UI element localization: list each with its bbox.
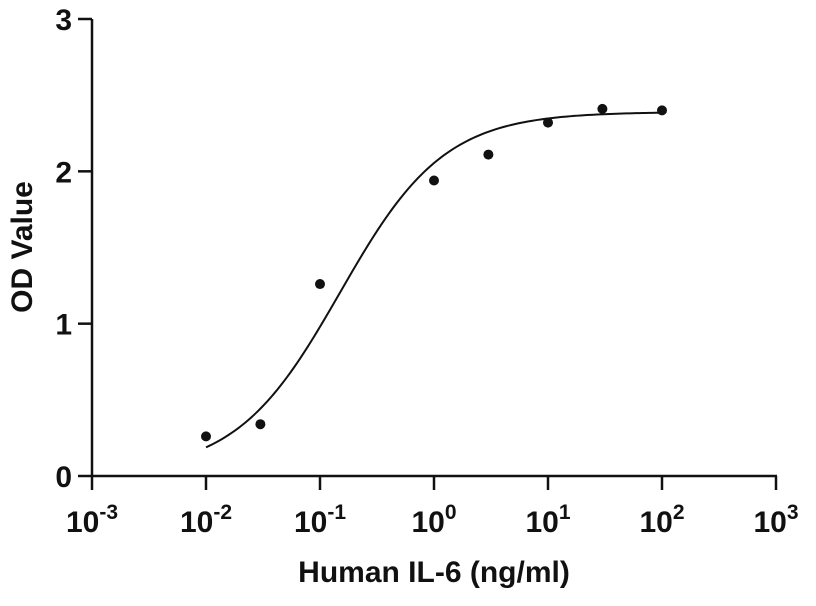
- y-axis-title: OD Value: [6, 181, 39, 313]
- data-point: [315, 279, 325, 290]
- x-tick-label: 101: [525, 501, 570, 539]
- data-point: [657, 105, 667, 116]
- y-ticks: 0 1 2 3: [55, 4, 92, 494]
- y-tick-label: 1: [55, 309, 72, 342]
- x-tick-label: 103: [753, 501, 798, 539]
- fit-curve: [205, 111, 663, 449]
- y-tick-label: 0: [55, 461, 72, 494]
- x-tick-label: 102: [639, 501, 684, 539]
- data-point: [201, 431, 211, 442]
- data-points: [201, 103, 667, 442]
- data-point: [255, 419, 266, 430]
- x-tick-label: 100: [411, 501, 456, 539]
- axes: [90, 19, 777, 478]
- data-point: [483, 149, 494, 160]
- x-axis-title: Human IL-6 (ng/ml): [298, 556, 570, 589]
- x-tick-label: 10-2: [180, 501, 232, 539]
- y-tick-label: 3: [55, 4, 72, 37]
- x-ticks: 10-3 10-2 10-1 100 101 102 103: [66, 476, 799, 539]
- data-point: [597, 103, 608, 114]
- x-tick-label: 10-3: [66, 501, 118, 539]
- data-point: [543, 117, 553, 128]
- y-tick-label: 2: [55, 156, 72, 189]
- data-point: [429, 175, 439, 186]
- x-tick-label: 10-1: [294, 501, 346, 539]
